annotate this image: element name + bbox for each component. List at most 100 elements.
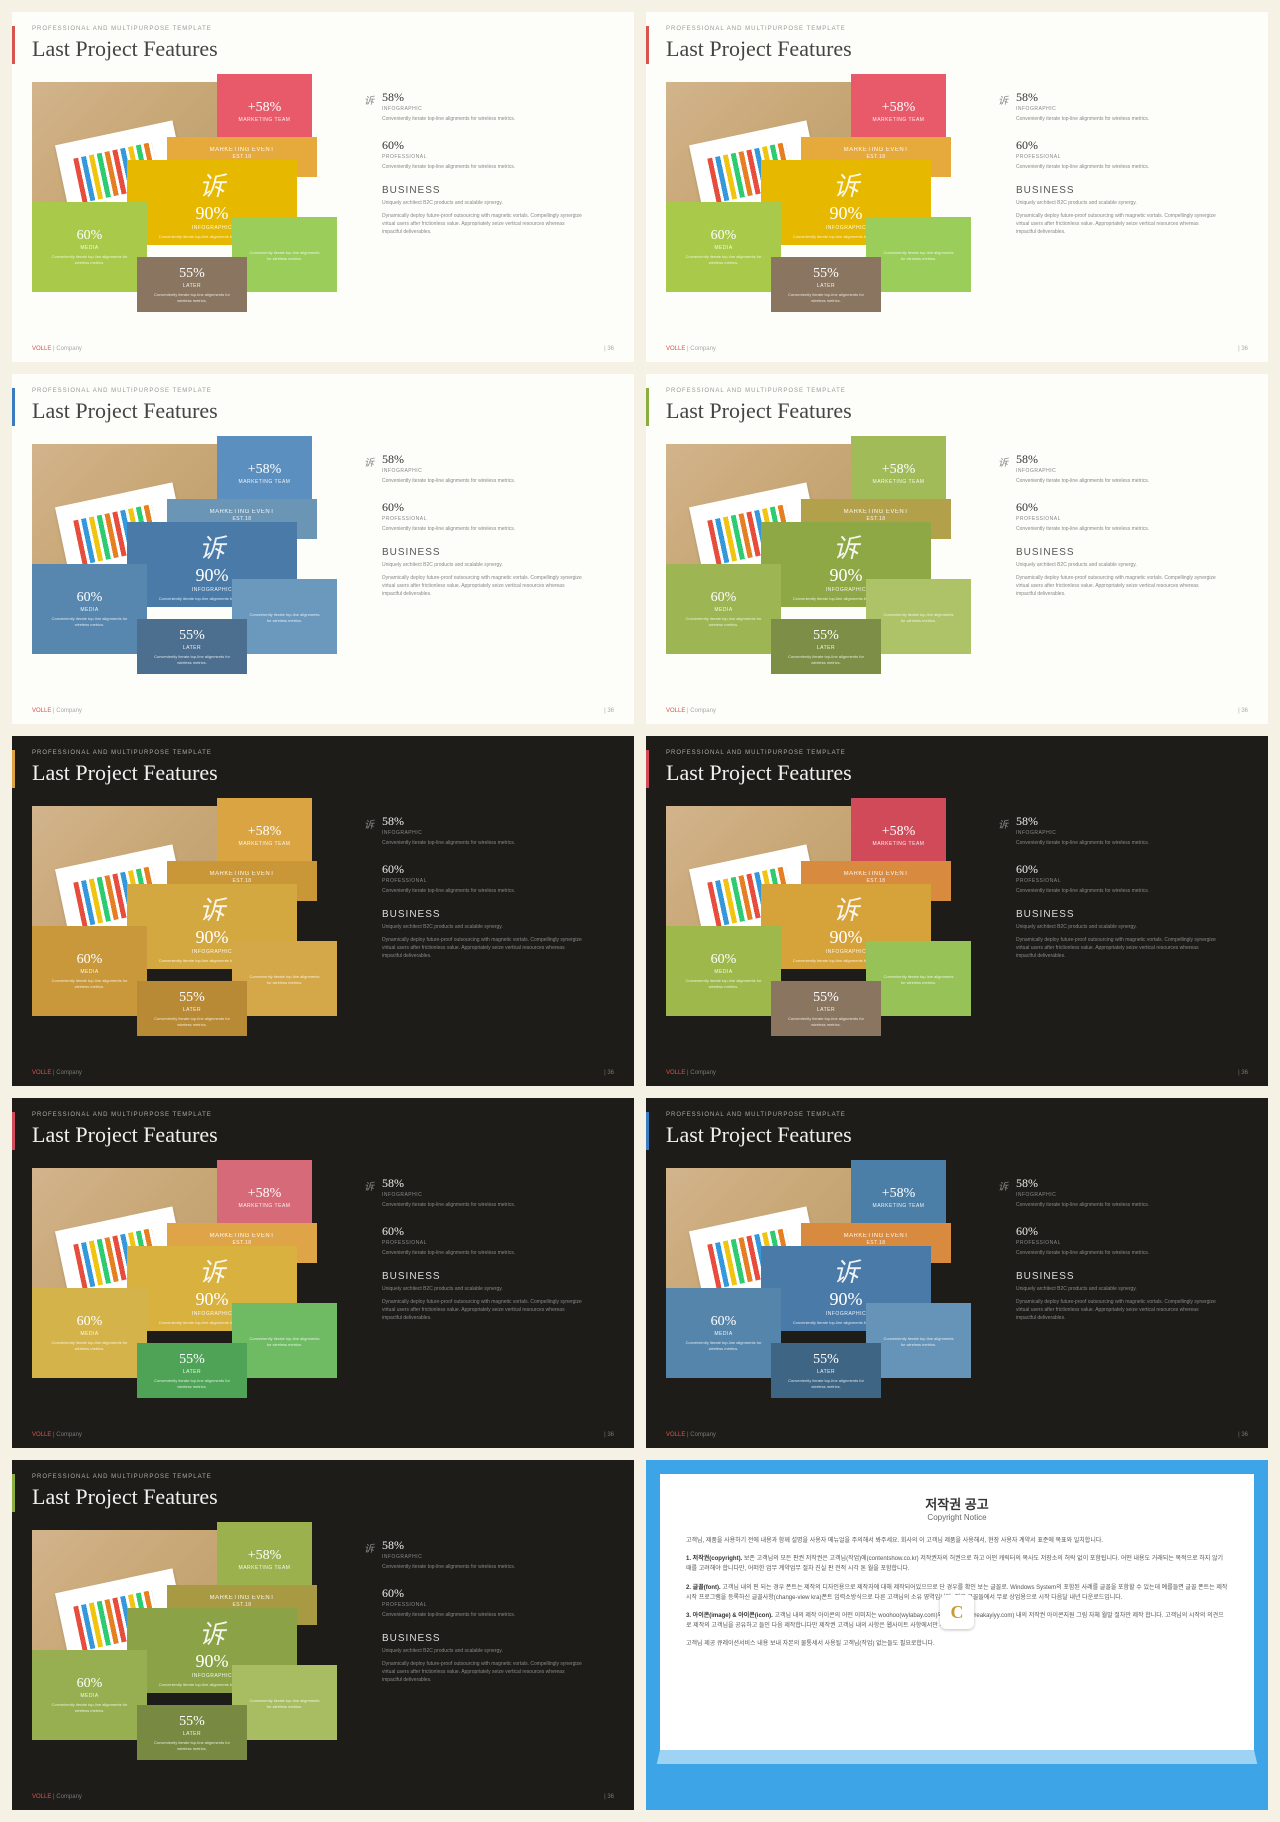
stat2-desc: Conveniently iterate top-line alignments… [1016, 526, 1176, 534]
slide-subhead: PROFESSIONAL AND MULTIPURPOSE TEMPLATE [32, 750, 212, 756]
slide-footer: VOLLE | Company | 36 [666, 346, 1248, 352]
stat1-desc: Conveniently iterate top-line alignments… [1016, 116, 1176, 124]
accent-bar [646, 1112, 649, 1150]
slide-footer: VOLLE | Company | 36 [32, 1432, 614, 1438]
slide-title: Last Project Features [32, 1122, 218, 1148]
slide-7: PROFESSIONAL AND MULTIPURPOSE TEMPLATE L… [646, 1098, 1268, 1448]
tile-extra: Conveniently iterate top-line alignments… [232, 217, 337, 292]
stat1-pct: 58% [1016, 452, 1246, 467]
glyph-icon: 诉 [364, 454, 374, 469]
visual-area: +58%Marketing team MARKETING EVENT EST.1… [32, 444, 362, 674]
footer-brand: VOLLE | Company [666, 1432, 716, 1438]
stat1-label: INFOGRAPHIC [382, 830, 612, 836]
stat2-pct: 60% [1016, 500, 1246, 515]
business-head: BUSINESS [1016, 185, 1246, 196]
stat1-desc: Conveniently iterate top-line alignments… [1016, 1202, 1176, 1210]
stat2-desc: Conveniently iterate top-line alignments… [382, 888, 542, 896]
stat2-label: PROFESSIONAL [382, 516, 612, 522]
stat1-desc: Conveniently iterate top-line alignments… [1016, 478, 1176, 486]
business-sub: Uniquely architect B2C products and scal… [382, 1286, 612, 1292]
stat1-pct: 58% [1016, 814, 1246, 829]
business-body: Dynamically deploy future-proof outsourc… [1016, 212, 1216, 236]
slide-title: Last Project Features [32, 760, 218, 786]
glyph-icon: 诉 [364, 816, 374, 831]
business-sub: Uniquely architect B2C products and scal… [382, 924, 612, 930]
footer-page: | 36 [604, 1432, 614, 1438]
right-column: 诉 58% INFOGRAPHIC Conveniently iterate t… [1016, 1176, 1246, 1322]
tile-extra: Conveniently iterate top-line alignments… [866, 579, 971, 654]
stat1-desc: Conveniently iterate top-line alignments… [1016, 840, 1176, 848]
slide-subhead: PROFESSIONAL AND MULTIPURPOSE TEMPLATE [32, 388, 212, 394]
footer-page: | 36 [1238, 1070, 1248, 1076]
glyph-icon: 诉 [364, 92, 374, 107]
slide-2: PROFESSIONAL AND MULTIPURPOSE TEMPLATE L… [12, 374, 634, 724]
copyright-notice-slide: 저작권 공고 Copyright Notice 고객님, 제품을 사용하기 전에… [646, 1460, 1268, 1810]
business-body: Dynamically deploy future-proof outsourc… [1016, 1298, 1216, 1322]
slide-8: PROFESSIONAL AND MULTIPURPOSE TEMPLATE L… [12, 1460, 634, 1810]
stat2-pct: 60% [1016, 862, 1246, 877]
business-sub: Uniquely architect B2C products and scal… [382, 1648, 612, 1654]
stat2-label: PROFESSIONAL [382, 878, 612, 884]
business-body: Dynamically deploy future-proof outsourc… [382, 574, 582, 598]
footer-page: | 36 [604, 708, 614, 714]
slide-5: PROFESSIONAL AND MULTIPURPOSE TEMPLATE L… [646, 736, 1268, 1086]
tile-media: 60%MEDIA Conveniently iterate top-line a… [32, 1650, 147, 1740]
slide-subhead: PROFESSIONAL AND MULTIPURPOSE TEMPLATE [666, 26, 846, 32]
copyright-title-ko: 저작권 공고 [686, 1494, 1228, 1513]
business-head: BUSINESS [1016, 909, 1246, 920]
business-sub: Uniquely architect B2C products and scal… [1016, 924, 1246, 930]
stat2-pct: 60% [382, 1224, 612, 1239]
accent-bar [646, 750, 649, 788]
stat2-label: PROFESSIONAL [382, 154, 612, 160]
slide-subhead: PROFESSIONAL AND MULTIPURPOSE TEMPLATE [666, 1112, 846, 1118]
stat2-desc: Conveniently iterate top-line alignments… [1016, 888, 1176, 896]
accent-bar [12, 1474, 15, 1512]
business-sub: Uniquely architect B2C products and scal… [1016, 1286, 1246, 1292]
stat2-label: PROFESSIONAL [1016, 154, 1246, 160]
stat2-pct: 60% [1016, 138, 1246, 153]
right-column: 诉 58% INFOGRAPHIC Conveniently iterate t… [382, 452, 612, 598]
slide-subhead: PROFESSIONAL AND MULTIPURPOSE TEMPLATE [666, 388, 846, 394]
footer-page: | 36 [1238, 1432, 1248, 1438]
slide-footer: VOLLE | Company | 36 [32, 1794, 614, 1800]
slide-footer: VOLLE | Company | 36 [32, 346, 614, 352]
stat1-pct: 58% [382, 814, 612, 829]
footer-brand: VOLLE | Company [666, 708, 716, 714]
copyright-intro: 고객님, 제품을 사용하기 전에 내용과 함께 설명을 사용자 메뉴얼을 주의해… [686, 1536, 1228, 1546]
visual-area: +58%Marketing team MARKETING EVENT EST.1… [666, 444, 996, 674]
stat1-pct: 58% [382, 90, 612, 105]
accent-bar [12, 750, 15, 788]
visual-area: +58%Marketing team MARKETING EVENT EST.1… [666, 806, 996, 1036]
slide-title: Last Project Features [32, 36, 218, 62]
business-body: Dynamically deploy future-proof outsourc… [382, 1298, 582, 1322]
tile-media: 60%MEDIA Conveniently iterate top-line a… [32, 564, 147, 654]
copyright-title-en: Copyright Notice [686, 1513, 1228, 1522]
stat1-desc: Conveniently iterate top-line alignments… [382, 1202, 542, 1210]
accent-bar [12, 26, 15, 64]
glyph-icon: 诉 [364, 1178, 374, 1193]
business-head: BUSINESS [1016, 547, 1246, 558]
glyph-icon: 诉 [998, 92, 1008, 107]
copyright-p1: 1. 저작권(copyright). 보존 고객님의 모든 판권 저작권은 고객… [686, 1554, 1228, 1574]
slide-subhead: PROFESSIONAL AND MULTIPURPOSE TEMPLATE [32, 1474, 212, 1480]
stat1-desc: Conveniently iterate top-line alignments… [382, 1564, 542, 1572]
footer-page: | 36 [604, 346, 614, 352]
stat1-pct: 58% [382, 452, 612, 467]
business-body: Dynamically deploy future-proof outsourc… [382, 936, 582, 960]
right-column: 诉 58% INFOGRAPHIC Conveniently iterate t… [382, 90, 612, 236]
stat1-label: INFOGRAPHIC [1016, 106, 1246, 112]
business-head: BUSINESS [382, 547, 612, 558]
tile-media: 60%MEDIA Conveniently iterate top-line a… [666, 564, 781, 654]
stat1-pct: 58% [1016, 90, 1246, 105]
stat2-pct: 60% [382, 138, 612, 153]
slide-title: Last Project Features [666, 1122, 852, 1148]
tile-later: 55%LATER Conveniently iterate top-line a… [137, 1343, 247, 1398]
slide-footer: VOLLE | Company | 36 [666, 1432, 1248, 1438]
glyph-icon: 诉 [364, 1540, 374, 1555]
business-body: Dynamically deploy future-proof outsourc… [382, 1660, 582, 1684]
slide-footer: VOLLE | Company | 36 [666, 1070, 1248, 1076]
right-column: 诉 58% INFOGRAPHIC Conveniently iterate t… [1016, 90, 1246, 236]
visual-area: +58%Marketing team MARKETING EVENT EST.1… [32, 82, 362, 312]
slide-subhead: PROFESSIONAL AND MULTIPURPOSE TEMPLATE [666, 750, 846, 756]
stat1-label: INFOGRAPHIC [382, 468, 612, 474]
